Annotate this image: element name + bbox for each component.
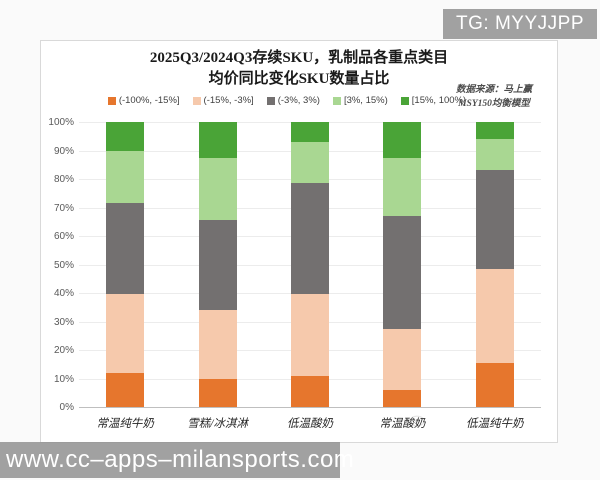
bar-常温纯牛奶: [106, 122, 145, 407]
bar-segment: [291, 375, 329, 407]
bar-segment: [383, 157, 422, 217]
bar-雪糕/冰淇淋: [198, 122, 237, 407]
legend-swatch-icon: [400, 96, 409, 105]
legend-label: [3%, 15%): [343, 95, 388, 106]
legend-item: (-3%, 3%): [266, 95, 320, 106]
legend-swatch-icon: [266, 96, 275, 105]
bar-segment: [198, 220, 237, 311]
bar-segment: [383, 328, 422, 390]
data-source-line-2: MSY150均衡模型: [458, 99, 530, 109]
bar-segment: [475, 170, 514, 269]
y-tick-label-80: 80%: [53, 174, 74, 185]
bar-segment: [475, 122, 514, 140]
y-tick-label-20: 20%: [53, 345, 74, 356]
legend-label: (-15%, -3%]: [203, 95, 254, 106]
bar-segment: [198, 378, 237, 407]
bar-segment: [106, 294, 145, 373]
plot-area: 0% 10% 20% 30% 40% 50% 60% 70% 80% 90% 100%: [48, 117, 541, 413]
legend-item: (-100%, -15%]: [107, 95, 180, 106]
bar-常温酸奶: [383, 122, 422, 407]
bar-segment: [475, 139, 514, 171]
y-tick-label-40: 40%: [53, 288, 74, 299]
bar-segment: [291, 122, 329, 142]
bar-segment: [198, 122, 237, 158]
legend-item: [3%, 15%): [332, 95, 388, 106]
y-tick-label-30: 30%: [53, 316, 74, 328]
y-tick-label-60: 60%: [53, 231, 74, 242]
bar-segment: [383, 216, 422, 329]
chart-title-line-1: 2025Q3/2024Q3存续SKU，乳制品各重点类目: [149, 50, 449, 66]
bar-segment: [291, 183, 329, 295]
y-tick-label-90: 90%: [53, 145, 74, 157]
bar-segment: [475, 362, 514, 407]
website-watermark: www.cc–apps–milansports.com: [0, 442, 354, 478]
legend-item: [15%, 100%): [400, 95, 467, 106]
x-axis-label-常温酸奶: 常温酸奶: [379, 418, 426, 430]
legend-label: (-100%, -15%]: [118, 95, 180, 106]
telegram-watermark: TG: MYYJJPP: [443, 9, 597, 39]
bar-segment: [198, 310, 237, 379]
bar-segment: [198, 157, 237, 221]
y-tick-label-50: 50%: [53, 259, 74, 271]
x-axis-label-常温纯牛奶: 常温纯牛奶: [96, 418, 154, 430]
data-source-line-1: 数据来源：马上赢: [455, 85, 532, 95]
bar-segment: [291, 294, 329, 376]
chart-legend: (-100%, -15%] (-15%, -3%] (-3%, 3%) [3%, 15…: [107, 95, 467, 106]
y-tick-label-70: 70%: [53, 202, 74, 214]
gridline-0: [79, 407, 541, 408]
y-tick-label-0: 0%: [59, 402, 74, 413]
data-source: 数据来源：马上赢 MSY150均衡模型: [439, 83, 549, 111]
legend-item: (-15%, -3%]: [192, 95, 254, 106]
bar-segment: [475, 268, 514, 363]
x-axis-label-低温纯牛奶: 低温纯牛奶: [466, 418, 524, 430]
bar-segment: [106, 122, 145, 151]
bar-segment: [106, 372, 145, 407]
chart-title: 2025Q3/2024Q3存续SKU，乳制品各重点类目 均价同比变化SKU数量占…: [41, 48, 557, 90]
legend-label: (-3%, 3%): [277, 95, 320, 106]
legend-swatch-icon: [192, 96, 201, 105]
chart-card: 2025Q3/2024Q3存续SKU，乳制品各重点类目 均价同比变化SKU数量占…: [40, 40, 558, 443]
legend-swatch-icon: [107, 96, 116, 105]
bar-segment: [383, 389, 422, 407]
bar-segment: [291, 141, 329, 184]
bar-segment: [383, 122, 422, 158]
bar-低温酸奶: [291, 122, 329, 407]
x-axis-label-雪糕/冰淇淋: 雪糕/冰淇淋: [187, 418, 248, 430]
bar-低温纯牛奶: [475, 122, 514, 407]
x-axis-label-低温酸奶: 低温酸奶: [287, 418, 333, 430]
bar-segment: [106, 150, 145, 204]
legend-swatch-icon: [332, 96, 341, 105]
y-tick-label-100: 100%: [48, 117, 74, 128]
bar-segment: [106, 203, 145, 295]
chart-title-line-2: 均价同比变化SKU数量占比: [208, 71, 390, 87]
y-tick-label-10: 10%: [53, 373, 74, 385]
legend-label: [15%, 100%): [411, 95, 467, 106]
